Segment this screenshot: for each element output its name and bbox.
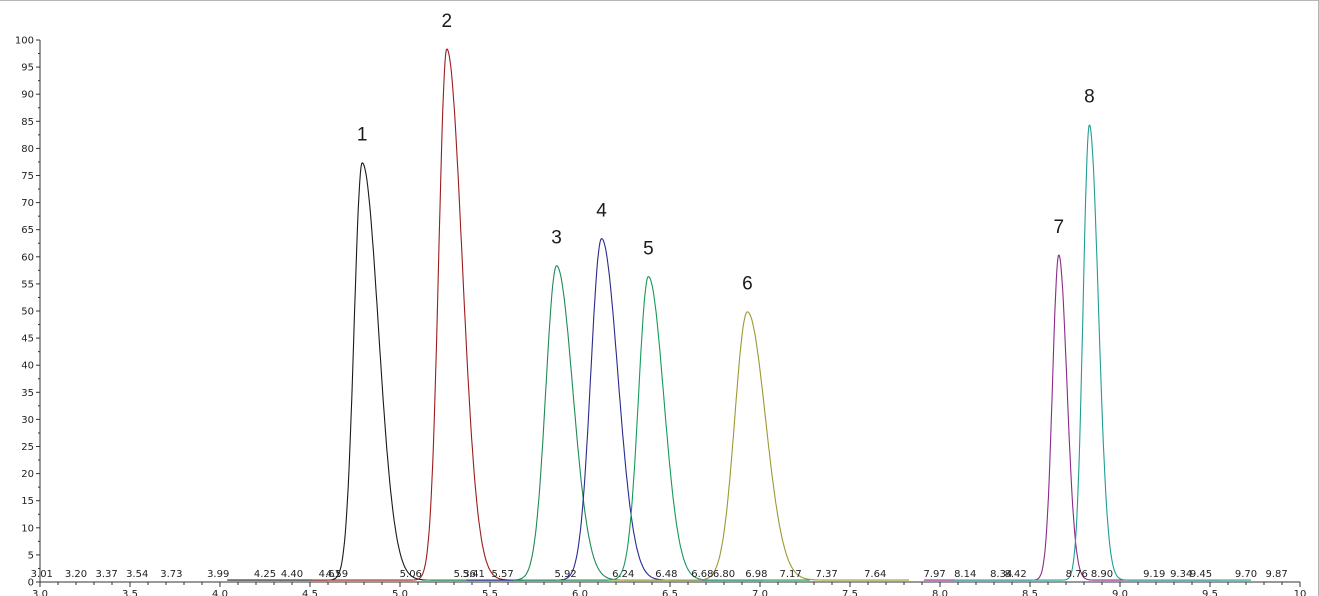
y-tick-label: 80 [21,144,34,155]
y-tick-label: 85 [21,117,34,128]
peak-trace-6 [612,311,909,581]
x-tick-label: 9.5 [1202,589,1218,596]
retention-time-label: 3.99 [207,569,229,580]
peak-label-7: 7 [1054,217,1065,238]
y-tick-label: 90 [21,90,34,101]
retention-time-label: 9.70 [1235,569,1257,580]
peak-trace-7 [923,254,1221,581]
retention-time-label: 4.59 [326,569,348,580]
retention-time-label: 9.34 [1170,569,1192,580]
retention-time-label: 6.48 [655,569,677,580]
retention-time-label: 5.41 [463,569,485,580]
x-tick-label: 9.0 [1112,589,1128,596]
peak-trace-4 [466,238,764,581]
retention-time-label: 4.61 [319,569,341,580]
y-tick-label: 75 [21,171,34,182]
retention-time-label: 3.01 [31,569,53,580]
y-tick-label: 35 [21,388,34,399]
x-tick-label: 7.5 [842,589,858,596]
y-tick-label: 45 [21,334,34,345]
x-tick-label: 10 [1294,589,1307,596]
y-tick-label: 60 [21,252,34,263]
y-tick-label: 55 [21,279,34,290]
retention-time-label: 5.36 [454,569,476,580]
series-layer [227,48,1251,581]
retention-time-label: 9.87 [1265,569,1287,580]
x-tick-label: 6.0 [572,589,588,596]
y-tick-label: 25 [21,442,34,453]
peak-trace-8 [954,124,1251,581]
retention-time-label: 7.17 [779,569,801,580]
retention-time-label: 8.90 [1091,569,1113,580]
y-tick-label: 40 [21,361,34,372]
x-tick-label: 3.5 [122,589,138,596]
y-tick-label: 30 [21,415,34,426]
x-tick-label: 6.5 [662,589,678,596]
retention-time-label: 5.57 [491,569,513,580]
axes: 0510152025303540455055606570758085909510… [15,36,1306,596]
retention-time-label: 6.68 [691,569,713,580]
retention-time-label: 5.92 [554,569,576,580]
y-tick-label: 95 [21,63,34,74]
x-tick-label: 7.0 [752,589,768,596]
retention-time-label: 3.73 [160,569,182,580]
retention-time-label: 8.14 [954,569,976,580]
x-tick-label: 4.5 [302,589,318,596]
x-tick-label: 8.5 [1022,589,1038,596]
retention-time-label: 7.64 [864,569,886,580]
peak-label-1: 1 [357,125,368,146]
retention-time-label: 3.20 [65,569,87,580]
retention-time-label: 3.54 [126,569,148,580]
peak-label-3: 3 [551,228,562,249]
retention-time-label: 7.37 [815,569,837,580]
retention-time-label: 9.19 [1143,569,1165,580]
x-tick-label: 3.0 [32,589,48,596]
y-tick-label: 5 [28,550,34,561]
x-tick-label: 5.0 [392,589,408,596]
retention-time-label: 6.24 [612,569,634,580]
peak-trace-5 [513,276,810,581]
peak-label-2: 2 [442,11,453,32]
retention-time-label: 6.98 [745,569,767,580]
peak-label-4: 4 [596,201,607,222]
y-tick-label: 10 [21,523,34,534]
y-tick-label: 15 [21,496,34,507]
annotation-layer: 3.01 3.20 3.37 3.54 3.73 3.99 4.25 4.40 4.614.59… [31,569,1288,580]
y-tick-label: 50 [21,307,34,318]
y-tick-label: 20 [21,469,34,480]
y-tick-label: 65 [21,225,34,236]
retention-time-label: 9.45 [1190,569,1212,580]
retention-time-label: 8.34 [990,569,1012,580]
peak-label-5: 5 [643,238,654,259]
peak-trace-3 [421,265,719,581]
y-tick-label: 0 [28,578,34,589]
retention-time-label: 4.25 [254,569,276,580]
x-tick-label: 5.5 [482,589,498,596]
retention-time-label: 8.76 [1066,569,1088,580]
y-tick-label: 70 [21,198,34,209]
retention-time-label: 7.97 [923,569,945,580]
peak-label-layer: 1 2 3 4 5 6 7 8 [357,11,1095,295]
retention-time-label: 5.06 [400,569,422,580]
retention-time-label: 4.40 [281,569,303,580]
x-tick-label: 8.0 [932,589,948,596]
y-tick-label: 100 [15,36,34,47]
peak-label-8: 8 [1084,87,1095,108]
retention-time-label: 3.37 [95,569,117,580]
peak-trace-1 [227,162,524,581]
peak-label-6: 6 [742,274,753,295]
retention-time-label: 8.42 [1004,569,1026,580]
retention-time-label: 6.80 [713,569,735,580]
x-tick-label: 4.0 [212,589,228,596]
